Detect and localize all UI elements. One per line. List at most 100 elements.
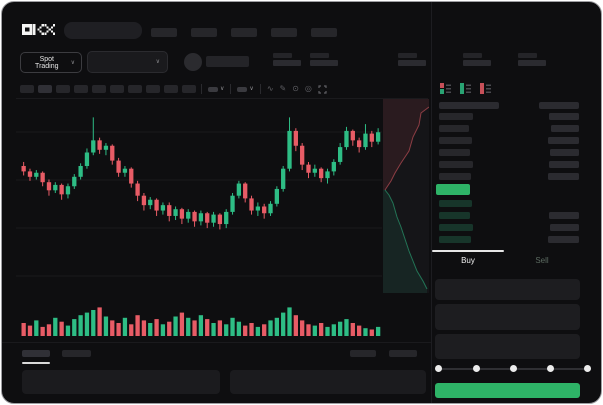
interval-button[interactable] xyxy=(146,85,160,93)
orderbook-row[interactable] xyxy=(439,173,579,180)
token-avatar xyxy=(184,53,202,71)
search-input[interactable] xyxy=(64,22,142,39)
candle xyxy=(53,182,58,193)
nav-item-placeholder[interactable] xyxy=(231,28,257,37)
candle xyxy=(160,202,166,215)
stat-label-placeholder xyxy=(310,53,329,58)
candle xyxy=(129,167,134,188)
volume-bar xyxy=(331,324,336,336)
price-field[interactable] xyxy=(435,279,580,300)
price-placeholder xyxy=(439,224,473,231)
interval-button[interactable] xyxy=(38,85,52,93)
volume-bar xyxy=(338,321,343,336)
candle xyxy=(198,210,204,226)
candlestick-chart[interactable] xyxy=(16,100,382,296)
volume-bar xyxy=(53,317,58,336)
line-tool-icon[interactable]: ∿ xyxy=(266,84,274,93)
volume-bar xyxy=(173,316,178,336)
buy-tab-label: Buy xyxy=(461,255,475,265)
interval-button[interactable] xyxy=(20,85,34,93)
orderbook-row[interactable] xyxy=(439,125,579,132)
orderbook-row[interactable] xyxy=(439,224,579,231)
volume-bar xyxy=(59,321,64,336)
candle xyxy=(363,124,368,150)
sell-tab-label: Sell xyxy=(535,255,549,265)
pair-selector-dropdown[interactable]: ∨ xyxy=(87,51,168,73)
buy-submit-button[interactable] xyxy=(435,383,580,398)
tab-sell[interactable]: Sell xyxy=(504,251,580,269)
slider-stop[interactable] xyxy=(547,365,554,372)
okx-logo[interactable] xyxy=(22,24,55,35)
slider-stop[interactable] xyxy=(510,365,517,372)
stat-value-placeholder xyxy=(273,60,301,66)
volume-bar xyxy=(65,325,71,336)
slider-stop[interactable] xyxy=(435,365,442,372)
orderbook-row[interactable] xyxy=(439,149,579,156)
interval-button[interactable] xyxy=(74,85,88,93)
volume-bar xyxy=(236,321,242,336)
interval-button[interactable] xyxy=(92,85,106,93)
depth-chart[interactable] xyxy=(383,99,429,293)
indicators-dropdown[interactable]: ∨ xyxy=(208,86,224,92)
candle xyxy=(135,180,140,202)
amount-field[interactable] xyxy=(435,304,580,330)
tab-buy[interactable]: Buy xyxy=(432,251,504,269)
nav-item-placeholder[interactable] xyxy=(271,28,297,37)
nav-item-placeholder[interactable] xyxy=(311,28,337,37)
orders-tab[interactable] xyxy=(62,350,91,357)
divider xyxy=(2,342,432,343)
orders-panel-right[interactable] xyxy=(230,370,426,394)
orders-action-placeholder[interactable] xyxy=(389,350,417,357)
orderbook-row[interactable] xyxy=(439,137,579,144)
interval-button[interactable] xyxy=(182,85,196,93)
chart-style-dropdown[interactable]: ∨ xyxy=(237,86,254,92)
candle xyxy=(154,198,159,216)
interval-button[interactable] xyxy=(110,85,124,93)
orderbook-row[interactable] xyxy=(439,113,579,120)
combined-book-icon[interactable] xyxy=(439,82,452,100)
interval-button[interactable] xyxy=(128,85,142,93)
screenshot-icon[interactable]: ⊙ xyxy=(292,84,299,93)
buy-tab-indicator xyxy=(432,250,504,252)
nav-item-placeholder[interactable] xyxy=(151,28,177,37)
orderbook-row[interactable] xyxy=(439,200,579,207)
orders-tab-active[interactable] xyxy=(22,350,50,357)
candle xyxy=(173,206,178,220)
orderbook-row[interactable] xyxy=(439,236,579,243)
slider-stop[interactable] xyxy=(473,365,480,372)
volume-bar xyxy=(268,320,273,336)
volume-bar xyxy=(369,329,374,336)
interval-button[interactable] xyxy=(164,85,178,93)
draw-tool-icon[interactable]: ✎ xyxy=(279,84,287,93)
ticker-stat xyxy=(518,53,546,66)
nav-item-placeholder[interactable] xyxy=(191,28,217,37)
fullscreen-icon[interactable] xyxy=(318,84,327,94)
candle xyxy=(281,166,286,192)
stat-value-placeholder xyxy=(463,60,491,66)
candle xyxy=(217,213,223,230)
chart-settings-icon[interactable]: ◎ xyxy=(304,84,312,93)
total-field[interactable] xyxy=(435,334,580,359)
candle xyxy=(122,166,128,177)
asks-book-icon[interactable] xyxy=(479,82,492,100)
last-price-pill[interactable] xyxy=(436,184,470,195)
candle xyxy=(27,168,33,181)
volume-bar xyxy=(103,316,109,336)
candle xyxy=(40,171,45,187)
stat-value-placeholder xyxy=(398,60,426,66)
interval-button[interactable] xyxy=(56,85,70,93)
ticker-stat xyxy=(310,53,338,66)
orderbook-row[interactable] xyxy=(439,161,579,168)
volume-bar xyxy=(224,324,229,336)
orders-action-placeholder[interactable] xyxy=(350,350,376,357)
candle xyxy=(110,144,115,165)
volume-bar xyxy=(91,310,96,336)
candle xyxy=(300,143,305,171)
amount-placeholder xyxy=(550,149,579,156)
slider-stop[interactable] xyxy=(584,365,591,372)
market-type-selector[interactable]: Spot Trading ∨ xyxy=(20,52,82,73)
volume-bar xyxy=(217,320,223,336)
bids-book-icon[interactable] xyxy=(459,82,472,100)
orders-panel-left[interactable] xyxy=(22,370,220,394)
orderbook-row[interactable] xyxy=(439,212,579,219)
